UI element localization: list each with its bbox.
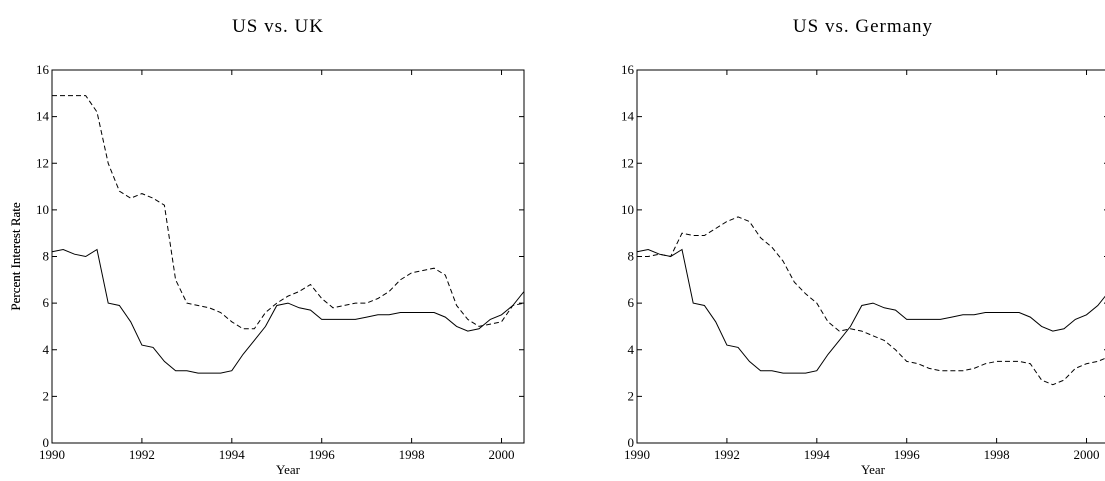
y-tick-label: 0	[628, 435, 635, 450]
x-tick-label: 1992	[714, 447, 740, 462]
x-tick-label: 1998	[984, 447, 1010, 462]
series-line	[636, 248, 1105, 374]
chart-panel: US vs. UK Percent Interest Rate Year 0 2 4 6 8 1…	[8, 16, 525, 477]
x-tick-label: 1994	[219, 447, 246, 462]
y-tick-label: 8	[628, 249, 635, 264]
y-tick-label: 10	[36, 202, 49, 217]
chart-panel: US vs. Germany Percent Interest Rate Year 0…	[8, 16, 1105, 477]
x-tick-label: 1994	[804, 447, 831, 462]
y-tick-label: 14	[621, 109, 635, 124]
y-tick-label: 16	[621, 62, 635, 77]
y-tick-label: 2	[628, 388, 635, 403]
x-axis-label: Year	[276, 462, 301, 477]
plot-frame	[636, 69, 1105, 444]
y-tick-label: 6	[43, 295, 50, 310]
y-tick-label: 0	[43, 435, 50, 450]
series-line	[51, 248, 525, 374]
y-tick-label: 2	[43, 388, 50, 403]
x-tick-label: 2000	[1074, 447, 1100, 462]
y-tick-label: 4	[43, 342, 50, 357]
plot-frame	[51, 69, 525, 444]
y-tick-label: 6	[628, 295, 635, 310]
x-tick-label: 1990	[624, 447, 650, 462]
series-line	[52, 95, 525, 330]
y-axis-label: Percent Interest Rate	[8, 202, 23, 311]
y-tick-label: 12	[36, 155, 49, 170]
chart-title: US vs. Germany	[793, 16, 933, 37]
y-tick-label: 12	[621, 155, 634, 170]
y-tick-label: 8	[43, 249, 50, 264]
y-tick-label: 14	[36, 109, 50, 124]
x-tick-label: 1992	[129, 447, 155, 462]
y-tick-label: 10	[621, 202, 634, 217]
y-axis-label: Percent Interest Rate	[8, 202, 23, 311]
x-tick-label: 1996	[309, 447, 336, 462]
x-tick-label: 1996	[894, 447, 921, 462]
x-tick-label: 1998	[399, 447, 425, 462]
y-tick-label: 4	[628, 342, 635, 357]
series-line	[637, 216, 1105, 386]
x-tick-label: 2000	[489, 447, 515, 462]
x-axis-label: Year	[861, 462, 886, 477]
chart-title: US vs. UK	[232, 16, 324, 37]
x-tick-label: 1990	[39, 447, 65, 462]
y-tick-label: 16	[36, 62, 50, 77]
